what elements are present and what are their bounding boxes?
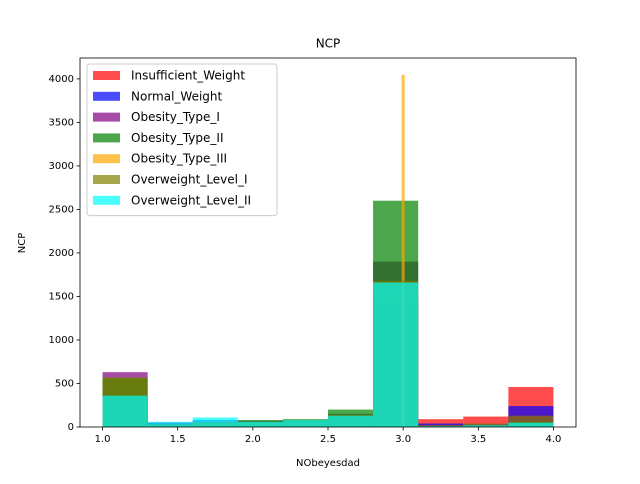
legend-box <box>86 63 278 217</box>
histogram-bar <box>102 395 148 427</box>
histogram-bar <box>282 420 328 427</box>
histogram-bar <box>463 425 509 427</box>
y-tick-label: 0 <box>68 422 74 433</box>
histogram-bar <box>418 425 464 427</box>
histogram-bar <box>192 417 238 427</box>
y-tick-label: 500 <box>55 378 74 389</box>
legend-swatch <box>93 71 120 80</box>
legend-swatch <box>93 112 120 122</box>
x-tick-label: 2.0 <box>245 434 261 445</box>
y-tick-label: 2000 <box>49 248 74 259</box>
legend-label: Obesity_Type_III <box>131 152 227 166</box>
legend-label: Overweight_Level_I <box>131 173 248 187</box>
legend-label: Normal_Weight <box>131 89 223 103</box>
x-tick-label: 3.5 <box>470 434 486 445</box>
x-tick-label: 4.0 <box>546 434 562 445</box>
histogram-bar <box>508 422 554 427</box>
legend-swatch <box>93 154 120 164</box>
histogram-bar <box>373 282 419 427</box>
y-axis-label: NCP <box>17 233 28 254</box>
x-tick-label: 1.5 <box>170 434 186 445</box>
legend-swatch <box>93 175 120 184</box>
legend-label: Obesity_Type_I <box>131 110 220 124</box>
legend-swatch <box>93 195 120 205</box>
y-tick-label: 1000 <box>49 335 74 346</box>
histogram-bar <box>328 415 374 427</box>
histogram-bar <box>418 419 464 427</box>
y-tick-label: 4000 <box>49 74 74 85</box>
histogram-bar <box>463 416 509 427</box>
x-tick-label: 3.0 <box>395 434 411 445</box>
histogram-bar <box>237 421 283 427</box>
legend-label: Obesity_Type_II <box>131 131 223 145</box>
x-tick-label: 2.5 <box>320 434 336 445</box>
y-tick-label: 3000 <box>49 161 74 172</box>
histogram-bar <box>508 415 554 427</box>
legend-swatch <box>93 133 120 143</box>
y-tick-label: 3500 <box>49 117 74 128</box>
histogram-bar <box>401 74 405 428</box>
legend-swatch <box>93 91 120 101</box>
chart-title: NCP <box>316 37 341 51</box>
x-axis-label: NObeyesdad <box>296 458 360 469</box>
legend-label: Insufficient_Weight <box>131 69 245 83</box>
legend-label: Overweight_Level_II <box>131 193 251 207</box>
histogram-bar <box>418 426 464 427</box>
histogram-bar <box>147 421 193 427</box>
y-tick-label: 1500 <box>49 291 74 302</box>
x-tick-label: 1.0 <box>95 434 111 445</box>
y-tick-label: 2500 <box>49 204 74 215</box>
